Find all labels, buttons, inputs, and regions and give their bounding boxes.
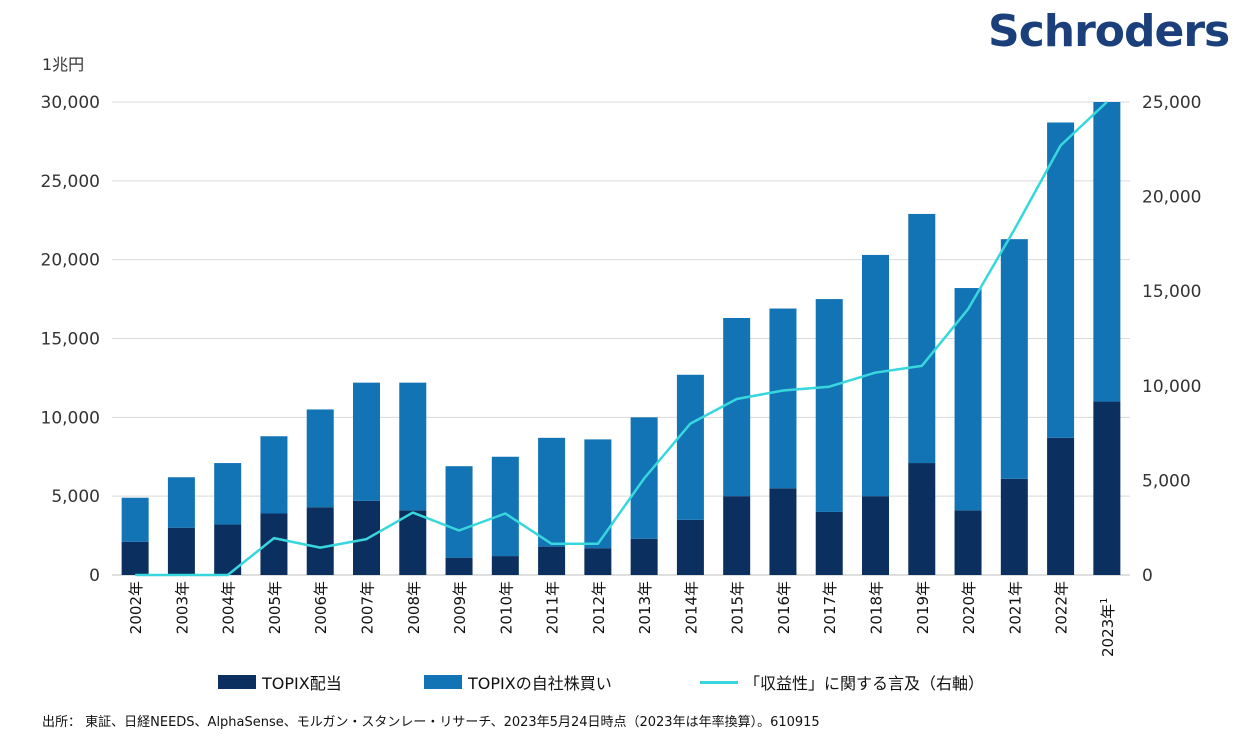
x-axis-category-label: 2010年 [497, 581, 515, 634]
x-axis-category-label: 2011年 [544, 581, 562, 634]
bar-dividends [167, 527, 195, 575]
footnote-superscript: 1 [1099, 597, 1110, 603]
schroders-logo: Schroders [988, 6, 1230, 57]
left-axis-tick-label: 20,000 [41, 251, 100, 271]
bar-buybacks [214, 463, 242, 525]
bar-buybacks [908, 213, 936, 464]
right-axis-ticks: 0 5,000 10,000 15,000 20,000 25,000 [1142, 93, 1201, 586]
bar-buybacks [306, 409, 334, 508]
bar-buybacks [815, 299, 843, 512]
bar-buybacks [491, 456, 519, 557]
legend-swatch-buybacks [424, 675, 462, 689]
bar-dividends [815, 511, 843, 575]
bar-dividends [908, 463, 936, 575]
bar-dividends [1000, 478, 1028, 575]
bar-dividends [584, 548, 612, 575]
x-axis-category-label: 2018年 [868, 581, 886, 634]
legend-swatch-dividends [218, 675, 256, 689]
left-axis-tick-label: 0 [89, 566, 100, 586]
x-axis-category-label: 2005年 [266, 581, 284, 634]
x-axis-category-label: 2008年 [405, 581, 423, 634]
bar-dividends [491, 556, 519, 575]
x-axis-category-label: 2009年 [451, 581, 469, 634]
x-axis-category-label: 2014年 [682, 581, 700, 634]
bar-buybacks [167, 477, 195, 528]
left-axis-tick-label: 15,000 [41, 330, 100, 350]
bar-buybacks [538, 437, 566, 547]
legend: TOPIX配当 TOPIXの自社株買い 「収益性」に関する言及（右軸） [0, 670, 1250, 694]
bar-buybacks [676, 374, 704, 520]
bar-buybacks [445, 466, 473, 558]
bar-buybacks [260, 436, 288, 514]
bar-dividends [723, 496, 751, 575]
bar-buybacks [399, 382, 427, 511]
bar-dividends [445, 557, 473, 575]
bar-buybacks [1047, 122, 1075, 438]
x-axis-category-label: 2021年 [1006, 581, 1024, 634]
legend-swatch-profitability [700, 680, 738, 684]
x-axis-category-label: 2006年 [312, 581, 330, 634]
source-note: 出所： 東証、日経NEEDS、AlphaSense、モルガン・スタンレー・リサー… [42, 715, 820, 730]
x-axis-category-label: 2017年 [821, 581, 839, 634]
category-text: 2023年 [1099, 604, 1117, 657]
bar-buybacks [1000, 239, 1028, 479]
bar-dividends [862, 496, 889, 575]
bar-dividends [769, 488, 797, 575]
legend-item-profitability: 「収益性」に関する言及（右軸） [700, 670, 984, 694]
bar-buybacks [954, 288, 982, 511]
x-axis-category-label: 2012年 [590, 581, 608, 634]
bar-dividends [676, 519, 704, 575]
bar-buybacks [769, 308, 797, 489]
right-axis-tick-label: 10,000 [1142, 377, 1201, 397]
x-axis-category-label: 2015年 [729, 581, 747, 634]
left-axis-tick-label: 10,000 [41, 408, 100, 428]
left-axis-ticks: 0 5,000 10,000 15,000 20,000 25,000 30,000 [41, 93, 100, 586]
legend-label-dividends: TOPIX配当 [262, 674, 342, 693]
line-series [135, 101, 1108, 577]
bar-dividends [1093, 401, 1121, 575]
x-axis-category-label: 2007年 [359, 581, 377, 634]
right-axis-tick-label: 0 [1142, 566, 1153, 586]
left-axis-unit-label: 1兆円 [42, 55, 85, 74]
x-axis-categories: 2002年 2003年 2004年 2005年 2006年 2007年 2008年 2009年… [127, 581, 1117, 657]
x-axis-category-label: 2002年 [127, 581, 145, 634]
x-axis-category-label: 2023年1 [1099, 597, 1117, 657]
bar-series [121, 102, 1121, 575]
left-axis-tick-label: 5,000 [51, 487, 100, 507]
bar-buybacks [353, 382, 380, 501]
x-axis-category-label: 2013年 [636, 581, 654, 634]
bar-buybacks [1093, 102, 1121, 402]
profitability-line [135, 101, 1108, 577]
x-axis-category-label: 2022年 [1053, 581, 1071, 634]
bar-dividends [630, 538, 658, 575]
left-axis-tick-label: 25,000 [41, 172, 100, 192]
bar-buybacks [723, 318, 751, 497]
bar-dividends [121, 541, 149, 575]
bar-dividends [1047, 437, 1075, 575]
bar-dividends [399, 510, 427, 575]
bar-dividends [954, 510, 982, 575]
right-axis-tick-label: 20,000 [1142, 188, 1201, 208]
right-axis-tick-label: 15,000 [1142, 282, 1201, 302]
bar-dividends [538, 546, 566, 575]
legend-item-buybacks: TOPIXの自社株買い [424, 670, 612, 694]
x-axis-category-label: 2004年 [220, 581, 238, 634]
x-axis-category-label: 2016年 [775, 581, 793, 634]
right-axis-tick-label: 25,000 [1142, 93, 1201, 113]
legend-label-buybacks: TOPIXの自社株買い [468, 674, 612, 693]
x-axis-category-label: 2020年 [960, 581, 978, 634]
bar-buybacks [121, 497, 149, 542]
left-axis-tick-label: 30,000 [41, 93, 100, 113]
bar-dividends [306, 507, 334, 575]
x-axis-category-label: 2003年 [173, 581, 191, 634]
right-axis-tick-label: 5,000 [1142, 471, 1191, 491]
x-axis-category-label: 2019年 [914, 581, 932, 634]
legend-item-dividends: TOPIX配当 [218, 670, 342, 694]
legend-label-profitability: 「収益性」に関する言及（右軸） [744, 674, 985, 693]
